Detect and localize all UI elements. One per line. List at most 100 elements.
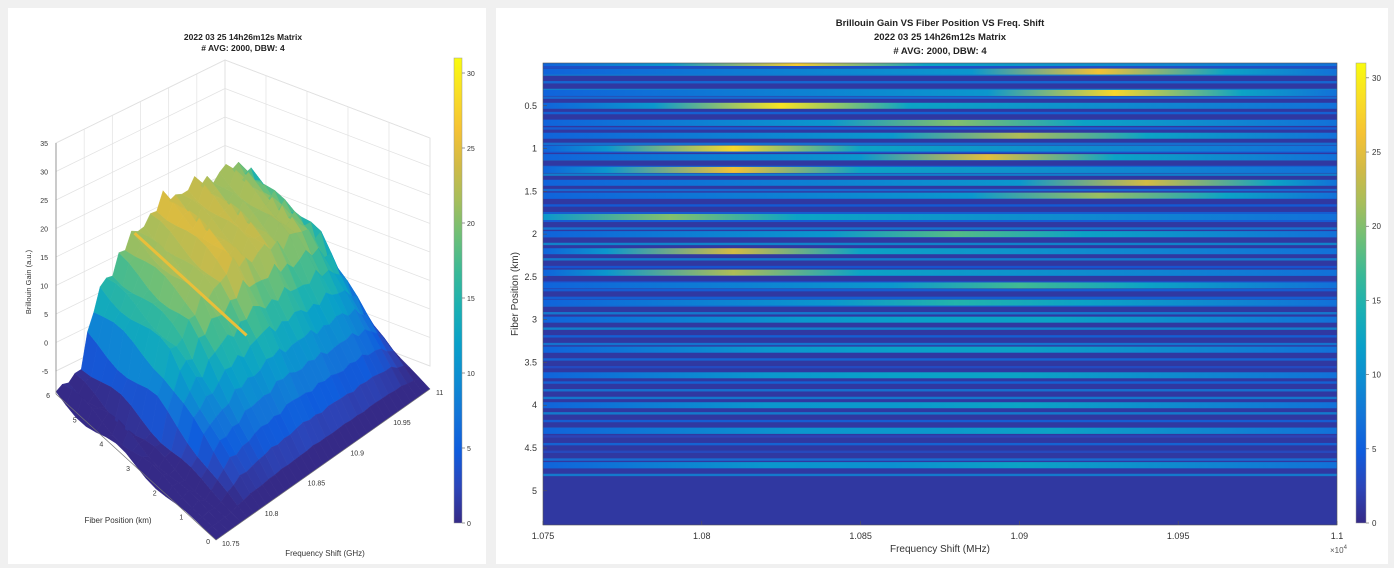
surface-y-tick: 0 xyxy=(206,539,210,546)
surface-grid-z xyxy=(224,59,431,139)
heatmap-x-multiplier: ×104 xyxy=(1330,545,1348,555)
heatmap-stripe xyxy=(543,342,1337,346)
heatmap-frame xyxy=(542,62,1338,526)
surface-colorbar-tick: 25 xyxy=(467,146,475,153)
surface-z-tick: 15 xyxy=(40,255,48,262)
heatmap-stripe xyxy=(543,381,1337,384)
heatmap-stripe xyxy=(543,412,1337,415)
surface-subtitle: # AVG: 2000, DBW: 4 xyxy=(201,43,285,53)
surface-y-tick: 6 xyxy=(46,393,50,400)
heatmap-y-tick: 1 xyxy=(532,144,537,154)
heatmap-stripe xyxy=(543,219,1337,223)
heatmap-stripe xyxy=(543,296,1337,300)
heatmap-stripe xyxy=(543,204,1337,207)
heatmap-stripe xyxy=(543,435,1337,438)
surface-y-tick: 3 xyxy=(126,466,130,473)
surface-xlabel: Frequency Shift (GHz) xyxy=(285,549,365,558)
heatmap-band xyxy=(543,68,1337,75)
heatmap-colorbar-ramp xyxy=(1355,62,1367,524)
surface-colorbar-tick: 20 xyxy=(467,221,475,228)
surface-axes: -5 0 5 10 15 20 25 30 35 0 1 2 3 4 5 6 10.75 10.8 10.85 10.… xyxy=(40,141,443,548)
heatmap-stripe xyxy=(543,288,1337,292)
heatmap-stripe xyxy=(543,458,1337,461)
heatmap-band xyxy=(543,154,1337,161)
surface-grid-z xyxy=(224,88,431,167)
surface-zlabel: Brillouin Gain (a.u.) xyxy=(24,249,33,314)
surface-z-tick: 20 xyxy=(40,227,48,234)
heatmap-y-tick: 3.5 xyxy=(524,357,537,367)
heatmap-ylabel: Fiber Position (km) xyxy=(510,252,521,336)
heatmap-band xyxy=(543,102,1337,109)
heatmap-band xyxy=(543,63,1337,66)
heatmap-band xyxy=(543,346,1337,353)
heatmap-axes: 1.075 1.08 1.085 1.09 1.095 1.1 0.5 1 1.5 2 2.5 3 3.… xyxy=(524,101,1343,541)
surface-title: 2022 03 25 14h26m12s Matrix xyxy=(184,32,302,42)
heatmap-x-tick: 1.085 xyxy=(849,531,872,541)
heatmap-stripe xyxy=(543,396,1337,400)
heatmap-stripe xyxy=(543,227,1337,230)
heatmap-stripe xyxy=(543,111,1337,115)
heatmap-y-tick: 2.5 xyxy=(524,272,537,282)
heatmap-y-tick: 3 xyxy=(532,315,537,325)
surface-colorbar-tick: 15 xyxy=(467,296,475,303)
surface-peak-ridge xyxy=(133,232,248,337)
surface-colorbar-ramp xyxy=(453,57,463,524)
heatmap-band xyxy=(543,269,1337,276)
heatmap-subtitle-avg: # AVG: 2000, DBW: 4 xyxy=(893,46,987,57)
heatmap-y-tick: 2 xyxy=(532,229,537,239)
surface-colorbar: 0 5 10 15 20 25 30 xyxy=(453,57,475,528)
surface-z-tick: 35 xyxy=(40,141,48,148)
heatmap-colorbar: 0 5 10 15 20 25 30 xyxy=(1355,62,1381,528)
surface-z-tick: 25 xyxy=(40,198,48,205)
heatmap-title: Brillouin Gain VS Fiber Position VS Freq… xyxy=(836,18,1045,29)
surface-y-tick: 4 xyxy=(99,442,103,449)
heatmap-band xyxy=(543,179,1337,186)
surface-x-tick: 10.85 xyxy=(308,481,326,488)
heatmap-stripe xyxy=(543,450,1337,454)
heatmap-x-tick: 1.095 xyxy=(1167,531,1190,541)
heatmap-hotspots xyxy=(543,63,1337,469)
surface-x-tick: 10.8 xyxy=(265,511,279,518)
surface-y-tick: 2 xyxy=(153,490,157,497)
heatmap-y-tick: 5 xyxy=(532,486,537,496)
heatmap-stripe xyxy=(543,242,1337,246)
surface-colorbar-tick: 30 xyxy=(467,71,475,78)
heatmap-stripe xyxy=(543,81,1337,84)
surface-x-tick: 10.9 xyxy=(350,450,364,457)
surface-z-tick: 30 xyxy=(40,170,48,177)
heatmap-stripe xyxy=(543,473,1337,477)
surface-y-tick: 5 xyxy=(73,417,77,424)
heatmap-image xyxy=(543,63,1337,525)
heatmap-y-tick: 1.5 xyxy=(524,186,537,196)
heatmap-band xyxy=(543,89,1337,96)
surface-y-axis-line xyxy=(55,393,217,541)
heatmap-stripe xyxy=(543,173,1337,176)
heatmap-colorbar-tick: 15 xyxy=(1372,296,1381,305)
heatmap-subtitle-date: 2022 03 25 14h26m12s Matrix xyxy=(874,32,1007,43)
heatmap-stripe xyxy=(543,96,1337,99)
surface-mesh xyxy=(55,161,431,541)
heatmap-colorbar-tick: 30 xyxy=(1372,74,1381,83)
surface-z-tick: 5 xyxy=(44,312,48,319)
heatmap-band xyxy=(543,145,1337,152)
heatmap-band xyxy=(543,316,1337,323)
heatmap-colorbar-tick: 10 xyxy=(1372,371,1381,380)
heatmap-colorbar-tick: 20 xyxy=(1372,222,1381,231)
heatmap-band xyxy=(543,192,1337,199)
heatmap-colorbar-tick: 25 xyxy=(1372,148,1381,157)
heatmap-stripe xyxy=(543,312,1337,315)
surface-x-tick: 10.95 xyxy=(393,420,411,427)
heatmap-stripe xyxy=(543,335,1337,338)
surface-ylabel: Fiber Position (km) xyxy=(84,516,151,525)
surface-z-tick: -5 xyxy=(42,369,48,376)
heatmap-stripe xyxy=(543,127,1337,130)
heatmap-stripe xyxy=(543,442,1337,446)
surface-x-tick: 10.75 xyxy=(222,541,240,548)
heatmap-band xyxy=(543,462,1337,469)
heatmap-stripe xyxy=(543,327,1337,330)
heatmap-stripe xyxy=(543,389,1337,392)
heatmap-band xyxy=(543,299,1337,306)
surface-x-tick: 11 xyxy=(436,390,443,397)
surface-colorbar-tick: 10 xyxy=(467,371,475,378)
